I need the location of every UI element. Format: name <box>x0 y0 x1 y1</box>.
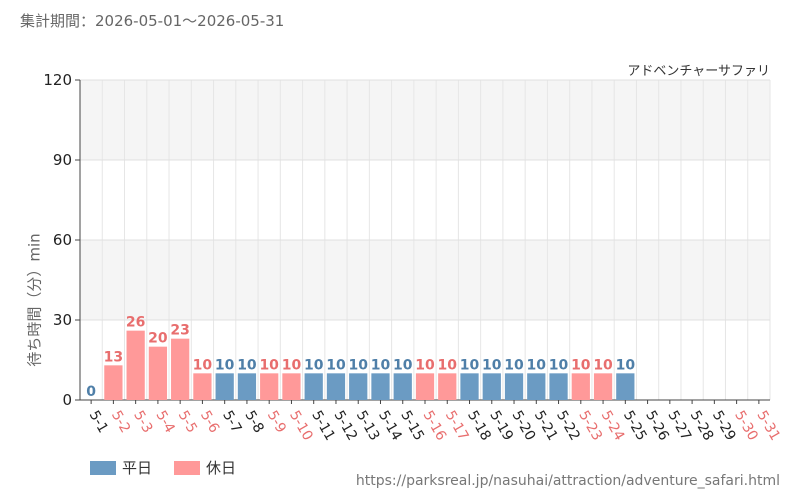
y-tick-label: 60 <box>53 231 72 249</box>
source-url: https://parksreal.jp/nasuhai/attraction/… <box>355 473 780 489</box>
y-tick-label: 90 <box>53 151 72 169</box>
bar <box>371 373 390 400</box>
x-tick-label: 5-1 <box>86 408 111 436</box>
bar <box>504 373 524 400</box>
legend-item-weekday: 平日 <box>90 457 152 478</box>
data-label: 10 <box>460 357 480 373</box>
legend: 平日 休日 <box>90 457 236 478</box>
bar <box>593 373 613 400</box>
bar <box>482 373 501 400</box>
bar <box>282 373 301 400</box>
data-label: 26 <box>126 315 145 331</box>
bar <box>237 373 257 400</box>
bar <box>171 338 190 400</box>
x-tick-label: 5-5 <box>175 408 200 436</box>
data-label: 10 <box>282 357 302 373</box>
grid-band <box>80 240 770 320</box>
data-label: 13 <box>104 349 123 365</box>
x-tick-label: 5-8 <box>241 408 266 436</box>
data-label: 10 <box>326 357 346 373</box>
bar <box>104 365 123 400</box>
y-tick-label: 120 <box>43 71 72 89</box>
legend-item-holiday: 休日 <box>174 457 236 478</box>
data-label: 20 <box>148 331 168 347</box>
data-label: 10 <box>237 357 257 373</box>
data-label: 10 <box>304 357 324 373</box>
data-label: 10 <box>193 357 213 373</box>
bar <box>126 330 145 400</box>
data-label: 10 <box>215 357 235 373</box>
data-label: 10 <box>259 357 279 373</box>
bar <box>260 373 279 400</box>
bar <box>415 373 435 400</box>
data-label: 10 <box>393 357 413 373</box>
bar <box>326 373 346 400</box>
bar <box>215 373 234 400</box>
bar <box>438 373 457 400</box>
bar <box>393 373 412 400</box>
bar <box>616 373 635 400</box>
x-tick-label: 5-9 <box>264 408 289 436</box>
data-label: 10 <box>549 357 569 373</box>
x-tick-label: 5-6 <box>197 408 222 436</box>
bar <box>349 373 368 400</box>
chart-subtitle: アドベンチャーサファリ <box>627 64 770 79</box>
legend-label-weekday: 平日 <box>122 459 153 477</box>
x-tick-label: 5-3 <box>130 408 155 436</box>
x-tick-label: 5-4 <box>152 408 177 436</box>
legend-swatch-weekday <box>90 460 116 475</box>
data-label: 10 <box>616 357 636 373</box>
data-label: 10 <box>593 357 613 373</box>
bar <box>460 373 479 400</box>
y-tick-label: 0 <box>62 391 72 409</box>
data-label: 10 <box>438 357 458 373</box>
legend-label-holiday: 休日 <box>206 459 237 477</box>
data-label: 10 <box>482 357 502 373</box>
legend-swatch-holiday <box>174 460 201 475</box>
bar <box>193 373 212 400</box>
data-label: 10 <box>527 357 547 373</box>
data-label: 23 <box>170 323 189 339</box>
bar <box>549 373 568 400</box>
data-label: 10 <box>348 357 368 373</box>
data-label: 10 <box>571 357 591 373</box>
bar <box>148 346 168 400</box>
period-label: 集計期間：2026-05-01～2026-05-31 <box>20 12 285 30</box>
data-label: 0 <box>86 384 96 400</box>
x-tick-label: 5-7 <box>219 408 244 436</box>
bar <box>304 373 323 400</box>
data-label: 10 <box>371 357 391 373</box>
y-tick-label: 30 <box>53 311 72 329</box>
grid-band <box>80 80 770 160</box>
bar <box>571 373 590 400</box>
data-label: 10 <box>504 357 524 373</box>
x-tick-label: 5-2 <box>108 408 133 436</box>
bar <box>527 373 546 400</box>
grid-band <box>80 160 770 240</box>
x-tick-label: 5-31 <box>753 408 783 444</box>
data-label: 10 <box>415 357 435 373</box>
